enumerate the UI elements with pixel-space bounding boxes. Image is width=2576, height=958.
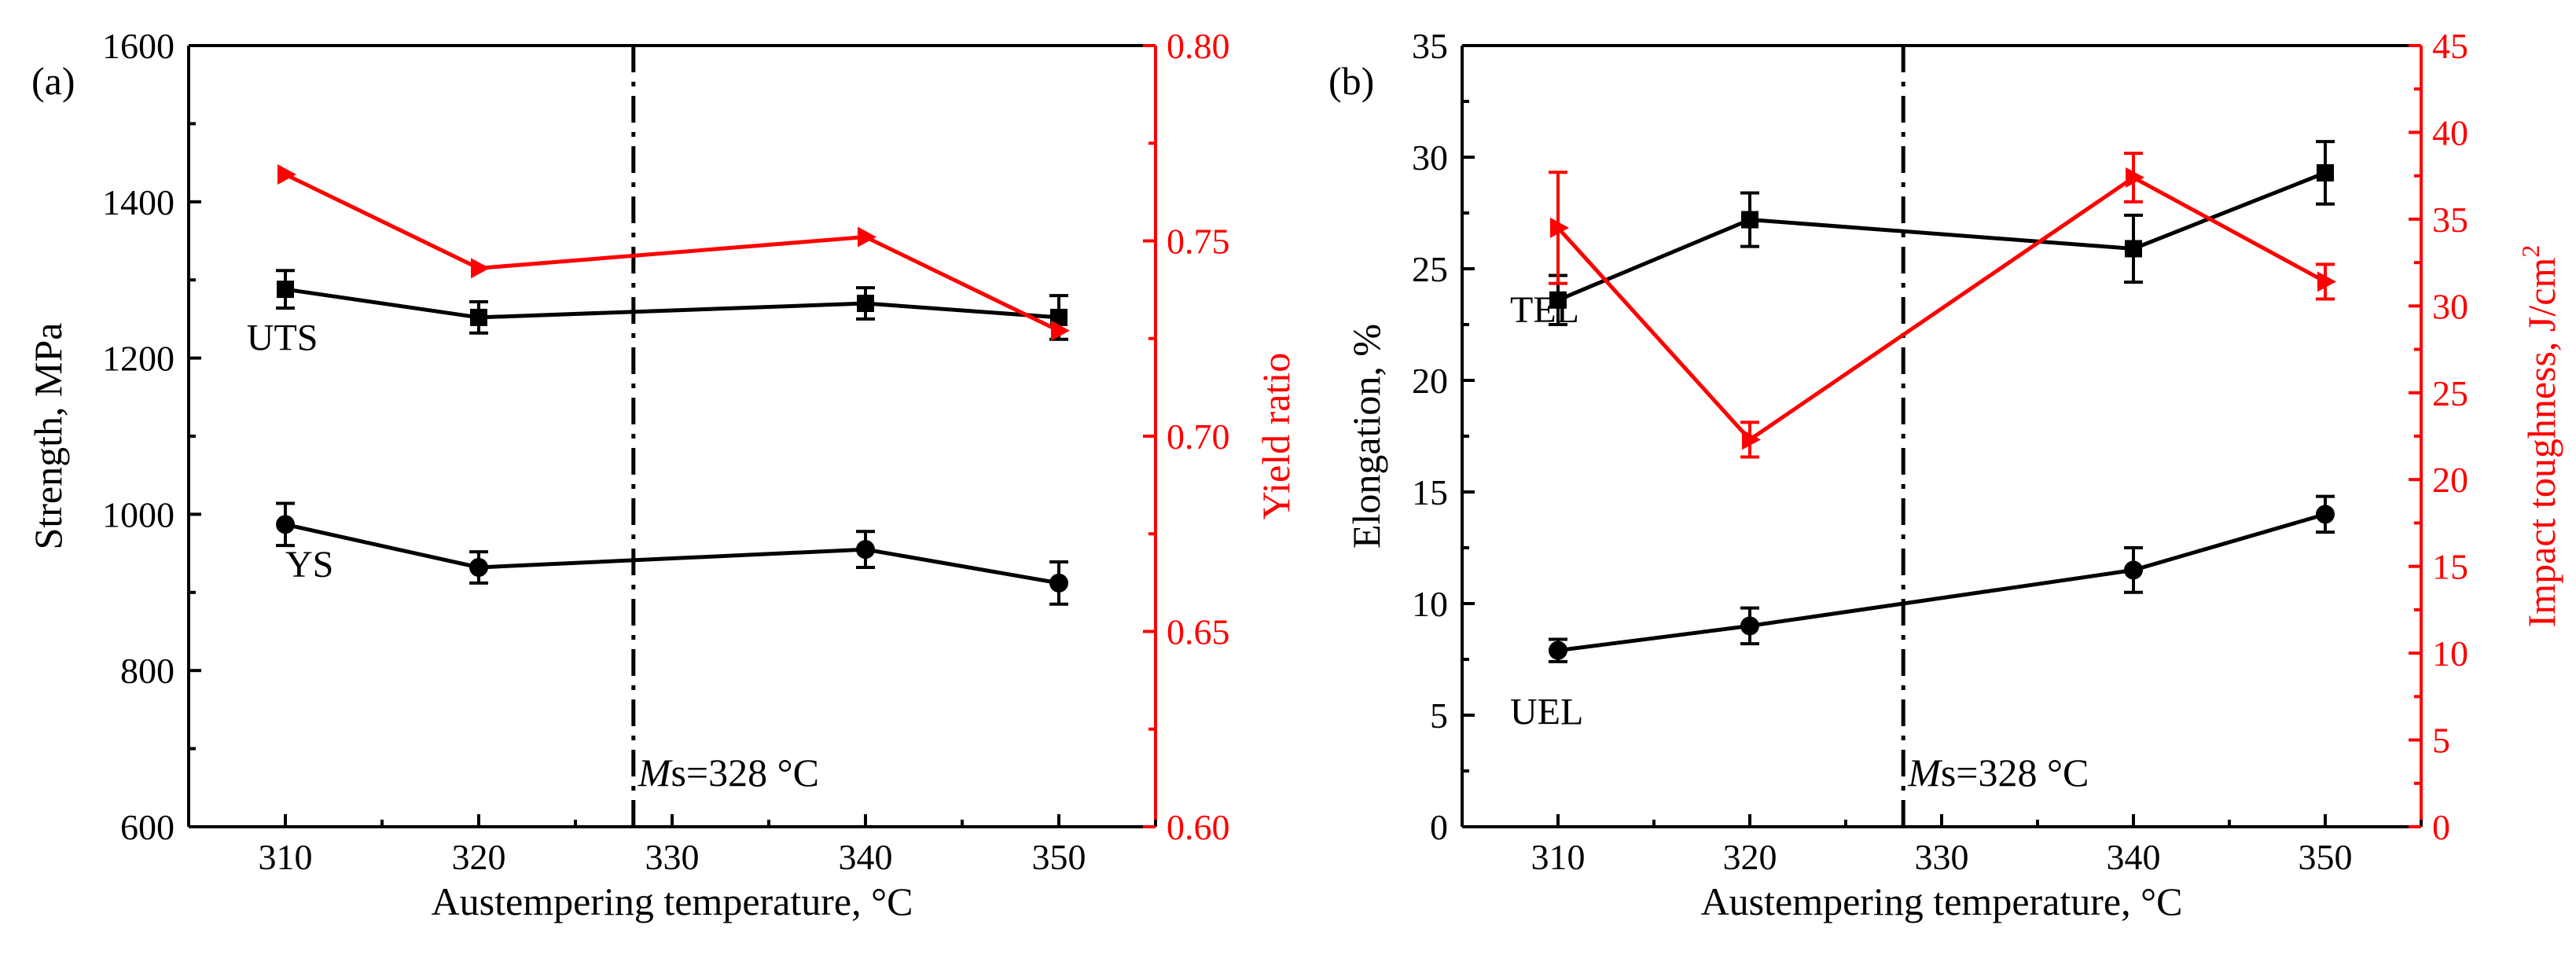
y-right-tick-label: 30 xyxy=(2432,286,2468,326)
tel-series-line xyxy=(1557,171,2326,303)
tel-point xyxy=(1549,291,1567,309)
y-left-tick-label: 25 xyxy=(1412,249,1448,289)
uel-point xyxy=(2316,505,2335,524)
y-left-tick-label: 800 xyxy=(120,651,175,691)
uts-point xyxy=(277,281,294,299)
uel-point xyxy=(1549,641,1567,660)
y-right-tick-label: 45 xyxy=(2432,26,2468,66)
uel-point xyxy=(2124,560,2143,580)
tel-point xyxy=(2125,240,2142,258)
panel-label: (a) xyxy=(31,59,75,103)
y-left-tick-label: 1600 xyxy=(102,26,175,66)
y-left-tick-label: 1200 xyxy=(102,339,175,379)
y-right-tick-label: 0.80 xyxy=(1167,26,1230,66)
uts-point xyxy=(470,308,487,326)
ys-point xyxy=(856,540,875,560)
y-right-tick-label: 5 xyxy=(2432,721,2450,761)
impact-toughness-point xyxy=(1550,217,1569,238)
uts-point xyxy=(857,295,874,313)
y-right-tick-label: 25 xyxy=(2432,373,2468,413)
y-right-axis-title: Yield ratio xyxy=(1254,353,1298,519)
y-left-tick-label: 35 xyxy=(1412,26,1448,66)
yield-ratio-point xyxy=(471,258,490,279)
ms-label: Ms=328 °C xyxy=(1907,751,2089,795)
uts-point xyxy=(1050,308,1068,326)
x-tick-label: 310 xyxy=(259,837,313,877)
y-left-tick-label: 20 xyxy=(1412,361,1448,401)
yield-ratio-point xyxy=(277,164,296,185)
panel-a-strength-chart: 310 320 330 340 350 600 800 1000 1200 1400 1600 0.6… xyxy=(26,26,1298,923)
y-right-tick-label: 15 xyxy=(2432,547,2468,587)
x-tick-label: 320 xyxy=(1723,837,1777,877)
ms-label-italic: M xyxy=(638,751,673,795)
x-axis-title: Austempering temperature, °C xyxy=(432,879,913,923)
y-right-tick-label: 10 xyxy=(2432,633,2468,674)
uel-series-label: UEL xyxy=(1510,691,1583,732)
y-left-tick-label: 5 xyxy=(1430,696,1448,736)
y-right-axis-title-sup: 2 xyxy=(2516,245,2545,258)
ms-label-italic: M xyxy=(1907,751,1942,795)
x-tick-label: 350 xyxy=(1032,837,1086,877)
uel-series-line xyxy=(1557,512,2326,653)
x-tick-label: 330 xyxy=(1915,837,1969,877)
panel-b-elongation-chart: 310 320 330 340 3500510152025303505101520253… xyxy=(1328,26,2563,923)
tel-point xyxy=(2317,163,2334,182)
y-right-tick-label: 35 xyxy=(2432,200,2468,240)
y-left-tick-label: 30 xyxy=(1412,138,1448,178)
x-tick-label: 310 xyxy=(1531,837,1586,877)
y-right-tick-label: 0 xyxy=(2432,807,2450,847)
uts-series-line xyxy=(285,287,1060,320)
ys-series-label: YS xyxy=(285,544,333,585)
ms-label-rest: s=328 °C xyxy=(671,751,819,795)
y-left-tick-label: 0 xyxy=(1430,807,1448,847)
panel-label: (b) xyxy=(1328,59,1374,103)
y-right-tick-label: 0.65 xyxy=(1167,612,1230,652)
y-right-tick-label: 0.75 xyxy=(1167,222,1230,262)
yield-ratio-series-line xyxy=(284,172,1060,333)
y-right-tick-label: 0.60 xyxy=(1167,807,1230,847)
impact-toughness-point xyxy=(1742,429,1761,450)
ms-label-rest: s=328 °C xyxy=(1941,751,2089,795)
y-right-tick-label: 0.70 xyxy=(1167,417,1230,457)
y-left-tick-label: 15 xyxy=(1412,472,1448,512)
impact-toughness-point xyxy=(2317,271,2336,292)
x-tick-label: 340 xyxy=(839,837,893,877)
x-tick-label: 350 xyxy=(2299,837,2353,877)
y-left-axis-title: Elongation, % xyxy=(1344,324,1388,549)
x-axis-title: Austempering temperature, °C xyxy=(1701,879,2183,923)
yield-ratio-point xyxy=(858,226,876,248)
tel-point xyxy=(1741,211,1758,229)
uts-series-label: UTS xyxy=(247,317,318,359)
x-tick-label: 330 xyxy=(645,837,700,877)
ys-point xyxy=(469,557,488,577)
ms-label: Ms=328 °C xyxy=(638,751,819,795)
uel-point xyxy=(1740,616,1759,636)
y-left-tick-label: 1000 xyxy=(102,494,175,534)
y-left-tick-label: 1400 xyxy=(102,182,175,222)
y-right-tick-label: 20 xyxy=(2432,460,2468,500)
impact-toughness-point xyxy=(2126,167,2144,188)
y-left-axis-title: Strength, MPa xyxy=(26,323,70,550)
y-right-axis-title-text: Impact toughness, J/cm xyxy=(2519,258,2563,628)
y-right-tick-label: 40 xyxy=(2432,112,2468,152)
ys-point xyxy=(276,515,295,534)
impact-toughness-series-line xyxy=(1556,174,2327,442)
x-tick-label: 320 xyxy=(452,837,506,877)
y-right-axis-title: Impact toughness, J/cm2 xyxy=(2516,245,2563,628)
y-right-axis-title-text: Yield ratio xyxy=(1254,353,1298,519)
tel-series-label: TEL xyxy=(1510,289,1579,331)
yield-ratio-point xyxy=(1051,320,1070,341)
ys-point xyxy=(1049,573,1068,593)
y-left-tick-label: 10 xyxy=(1412,584,1448,624)
ys-series-line xyxy=(285,522,1060,585)
y-left-tick-label: 600 xyxy=(120,807,175,847)
x-tick-label: 340 xyxy=(2107,837,2161,877)
